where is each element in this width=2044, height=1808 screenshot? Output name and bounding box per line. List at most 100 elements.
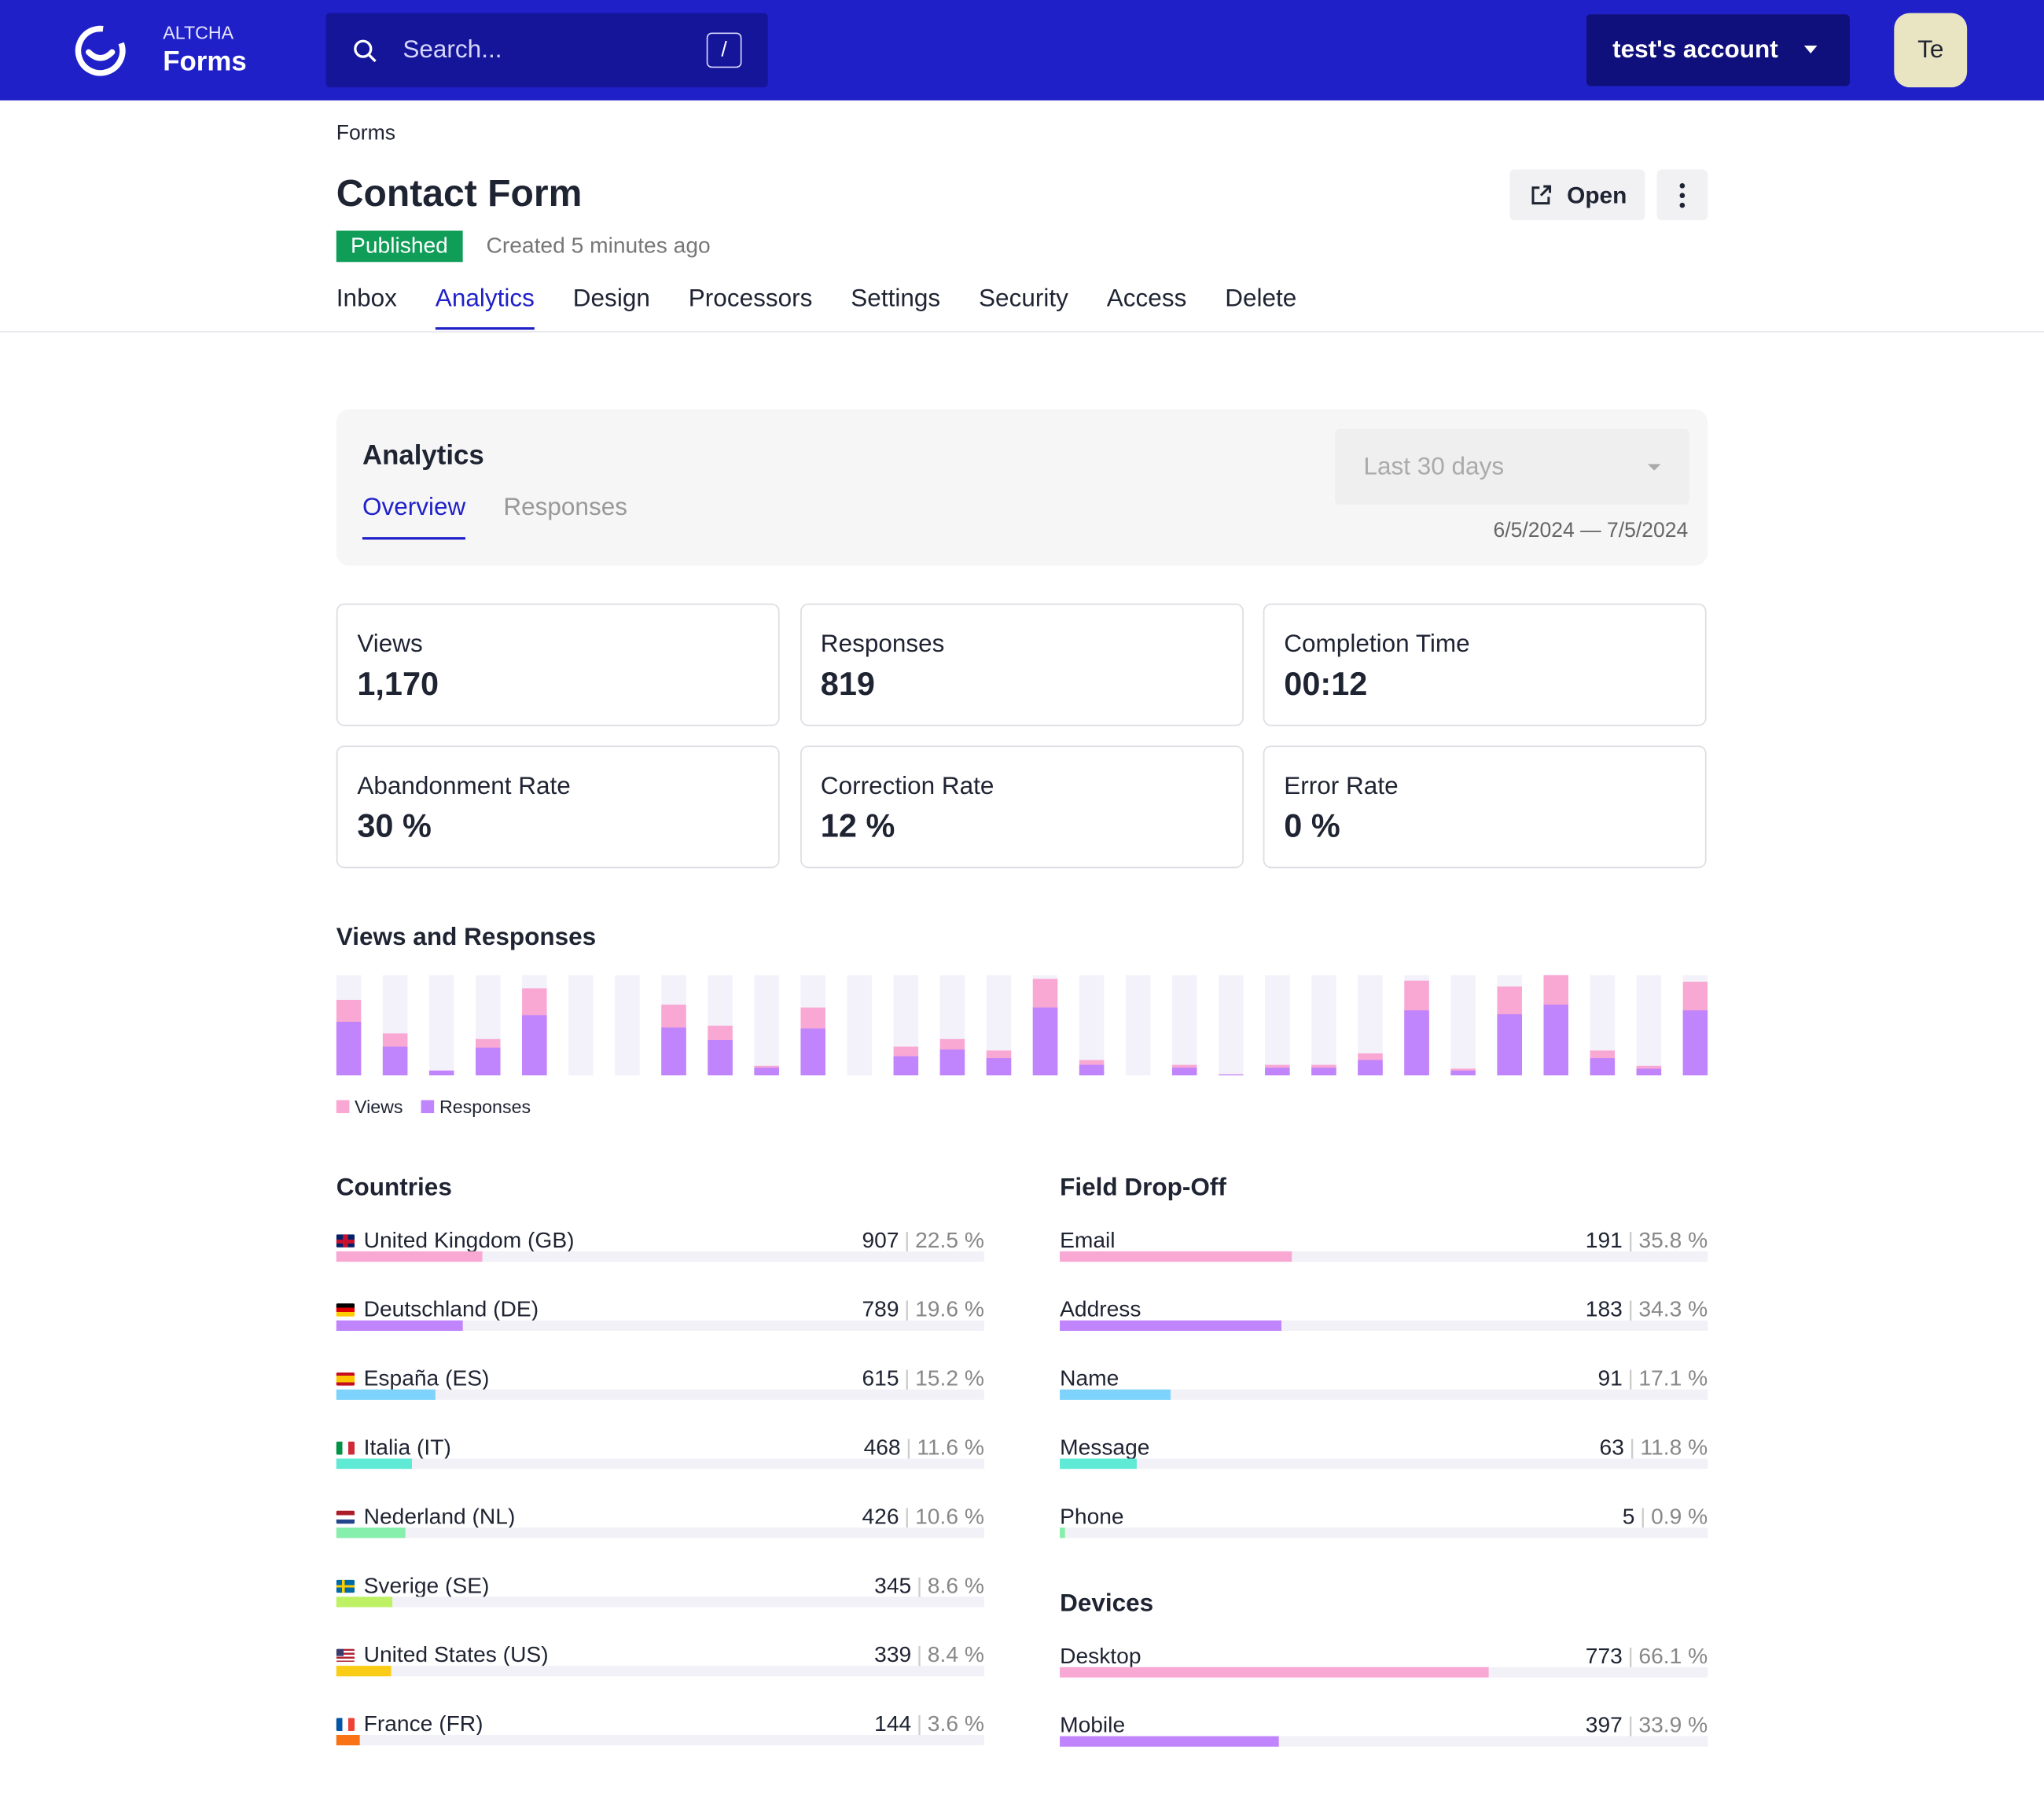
bar <box>475 1047 501 1075</box>
separator: | <box>1627 1712 1634 1738</box>
row-label: Address <box>1060 1296 1141 1322</box>
legend-item: Views <box>336 1097 403 1117</box>
list-row: Email 191 | 35.8 % <box>1060 1228 1708 1297</box>
bar <box>1497 1014 1522 1075</box>
bar-track <box>336 1320 984 1331</box>
stat-value: 30 % <box>357 808 432 845</box>
separator: | <box>904 1227 910 1253</box>
list-row: Desktop 773 | 66.1 % <box>1060 1644 1708 1713</box>
list-row: Mobile 397 | 33.9 % <box>1060 1713 1708 1782</box>
search-box[interactable]: Search... / <box>325 13 768 88</box>
list-row: Italia (IT) 468 | 11.6 % <box>336 1435 984 1505</box>
page-title: Contact Form <box>336 173 583 215</box>
separator: | <box>916 1573 923 1598</box>
separator: | <box>906 1435 912 1461</box>
bar-track <box>336 1251 984 1262</box>
flag <box>336 1579 355 1593</box>
row-percent: 15.2 % <box>915 1365 984 1391</box>
separator: | <box>1640 1504 1646 1530</box>
tab[interactable]: Settings <box>851 285 941 313</box>
bar-track <box>1265 975 1290 1075</box>
separator: | <box>1629 1435 1635 1461</box>
row-values: 183 | 34.3 % <box>1586 1297 1708 1323</box>
row-name: Nederland (NL) <box>336 1505 515 1531</box>
row-count: 183 <box>1585 1296 1623 1322</box>
bar <box>800 1028 825 1075</box>
bar <box>336 1666 392 1677</box>
stat-card: Completion Time 00:12 <box>1263 603 1707 726</box>
stat-label: Responses <box>820 630 945 659</box>
section-title: Devices <box>1060 1589 1154 1618</box>
row-values: 468 | 11.6 % <box>864 1435 984 1461</box>
sub-tab[interactable]: Overview <box>362 494 466 540</box>
bar <box>336 1251 483 1262</box>
period-select[interactable]: Last 30 days <box>1334 428 1689 505</box>
stat-value: 1,170 <box>357 666 439 703</box>
more-button[interactable] <box>1656 169 1708 221</box>
list-row: Phone 5 | 0.9 % <box>1060 1505 1708 1574</box>
flag <box>336 1718 355 1732</box>
tab[interactable]: Design <box>572 285 650 313</box>
account-menu[interactable]: test's account <box>1586 14 1850 86</box>
row-name: Deutschland (DE) <box>336 1297 539 1323</box>
bar <box>1590 1058 1616 1075</box>
tab[interactable]: Processors <box>688 285 813 313</box>
bar <box>1265 1068 1290 1075</box>
bar-track <box>336 1389 984 1400</box>
stat-value: 819 <box>820 666 875 703</box>
bar-track <box>336 1735 984 1746</box>
separator: | <box>916 1642 923 1667</box>
separator: | <box>1627 1365 1634 1391</box>
bar <box>939 1049 965 1075</box>
analytics-panel: Analytics Overview Responses Last 30 days… <box>336 409 1708 566</box>
row-label: Email <box>1060 1227 1116 1253</box>
tab[interactable]: Security <box>979 285 1068 313</box>
bar <box>1171 1068 1197 1075</box>
row-percent: 10.6 % <box>915 1504 984 1530</box>
open-button[interactable]: Open <box>1509 169 1645 221</box>
bar <box>1311 1068 1336 1075</box>
bar-track <box>336 1458 984 1469</box>
bar-track <box>1125 975 1151 1075</box>
row-percent: 19.6 % <box>915 1296 984 1322</box>
row-values: 144 | 3.6 % <box>874 1711 984 1737</box>
row-count: 63 <box>1599 1435 1624 1461</box>
sub-tabs: Overview Responses <box>362 494 627 540</box>
top-bar: ALTCHA Forms Search... / test's account … <box>0 0 2044 101</box>
row-count: 191 <box>1585 1227 1623 1253</box>
bar <box>661 1027 686 1075</box>
bar-track <box>1060 1667 1708 1678</box>
row-values: 426 | 10.6 % <box>862 1505 983 1531</box>
row-name: Italia (IT) <box>336 1435 451 1461</box>
row-count: 5 <box>1622 1504 1635 1530</box>
search-shortcut: / <box>706 32 742 68</box>
breadcrumb[interactable]: Forms <box>336 122 395 145</box>
stat-value: 0 % <box>1284 808 1340 845</box>
flag <box>336 1510 355 1524</box>
row-percent: 8.6 % <box>927 1573 984 1598</box>
chart <box>336 975 1708 1075</box>
avatar[interactable]: Te <box>1894 13 1968 88</box>
row-label: Deutschland (DE) <box>363 1296 539 1322</box>
row-name: Phone <box>1060 1505 1124 1531</box>
row-name: Address <box>1060 1297 1141 1323</box>
row-values: 345 | 8.6 % <box>874 1573 984 1599</box>
separator: | <box>904 1296 910 1322</box>
tab[interactable]: Analytics <box>435 285 535 330</box>
list-row: España (ES) 615 | 15.2 % <box>336 1366 984 1435</box>
sub-tab[interactable]: Responses <box>503 494 627 522</box>
bar-track <box>336 1527 984 1538</box>
bar-track <box>1219 975 1244 1075</box>
row-percent: 33.9 % <box>1638 1712 1708 1738</box>
tab[interactable]: Access <box>1106 285 1187 313</box>
stat-label: Abandonment Rate <box>357 773 571 801</box>
row-count: 144 <box>874 1711 912 1736</box>
tab[interactable]: Inbox <box>336 285 397 313</box>
tab[interactable]: Delete <box>1225 285 1297 313</box>
bar <box>1060 1389 1171 1400</box>
bar <box>1450 1070 1476 1075</box>
row-values: 91 | 17.1 % <box>1597 1366 1708 1392</box>
legend-label: Responses <box>439 1096 531 1118</box>
bar <box>336 1021 362 1075</box>
